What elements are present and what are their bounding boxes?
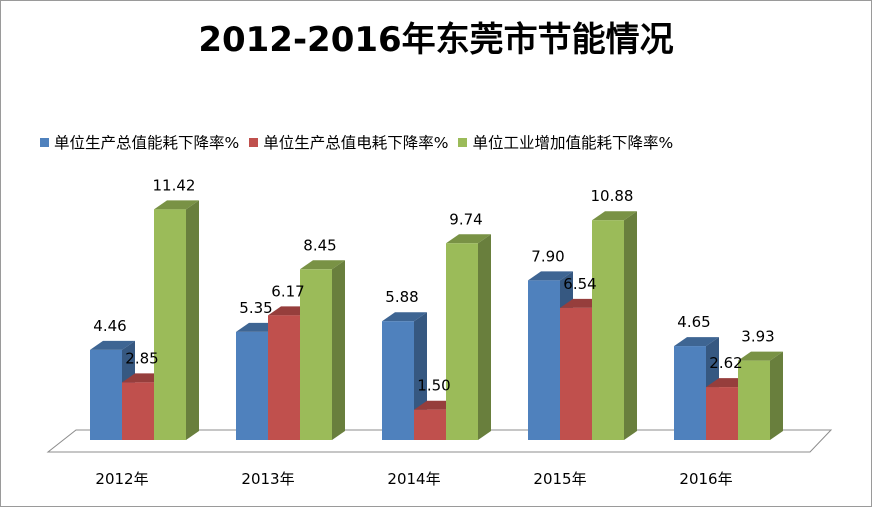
value-label-2-3: 1.50 [417,377,450,395]
bar-front [674,346,706,440]
bar-front [528,280,560,440]
bar-side [624,211,637,440]
bar-side [186,200,199,440]
bar-top [528,271,573,281]
value-label-1-2: 5.35 [239,299,272,317]
category-label-5: 2016年 [679,470,732,488]
bar-front [382,321,414,440]
bar-side [770,351,783,440]
value-label-1-3: 5.88 [385,288,418,306]
value-label-3-3: 9.74 [449,210,482,228]
value-label-2-5: 2.62 [709,354,742,372]
bar-front [268,315,300,440]
legend-item-energy: 单位生产总值能耗下降率% [40,131,239,153]
value-label-3-2: 8.45 [303,236,336,254]
category-label-1: 2012年 [95,470,148,488]
category-label-3: 2014年 [387,470,440,488]
legend-label-energy: 单位生产总值能耗下降率% [54,134,240,152]
legend-item-industrial: 单位工业增加值能耗下降率% [458,131,673,153]
legend-swatch-industrial [458,137,468,147]
value-label-2-2: 6.17 [271,282,304,300]
legend-label-electricity: 单位生产总值电耗下降率% [263,134,449,152]
bar-top [382,312,427,322]
bar-top [674,337,719,347]
bar-front [738,360,770,440]
bar-top [738,351,783,361]
bar-front [90,349,122,440]
bar-3-3 [446,234,491,440]
bar-top [154,200,199,210]
bar-top [90,340,135,350]
bar-front [560,307,592,440]
bar-front [414,409,446,440]
chart-title: 2012-2016年东莞市节能情况 [198,20,674,60]
bar-side [478,234,491,440]
bar-side [332,260,345,440]
bar-3-1 [154,200,199,440]
value-label-3-5: 3.93 [741,328,774,346]
value-label-2-1: 2.85 [125,349,158,367]
bar-3-2 [300,260,345,440]
bar-front [592,220,624,440]
bar-3-5 [738,351,783,440]
value-label-3-1: 11.42 [153,176,196,194]
legend-label-industrial: 单位工业增加值能耗下降率% [472,134,674,152]
bar-front [446,243,478,440]
bar-front [706,387,738,440]
bar-top [592,211,637,221]
bar-front [300,269,332,440]
category-label-2: 2013年 [241,470,294,488]
value-label-2-4: 6.54 [563,275,596,293]
bar-front [236,331,268,440]
value-label-1-1: 4.46 [93,317,126,335]
value-label-1-4: 7.90 [531,247,564,265]
legend-swatch-electricity [249,137,259,147]
value-label-3-4: 10.88 [591,187,634,205]
legend-swatch-energy [40,137,49,147]
bar-top [300,260,345,270]
legend-item-electricity: 单位生产总值电耗下降率% [249,131,448,153]
bar-top [446,234,491,244]
category-label-4: 2015年 [533,470,586,488]
chart-legend: 单位生产总值能耗下降率% 单位生产总值电耗下降率% 单位工业增加值能耗下降率% [40,130,683,154]
value-label-1-5: 4.65 [677,313,710,331]
bar-3-4 [592,211,637,440]
bar-front [122,382,154,440]
bar-front [154,209,186,440]
